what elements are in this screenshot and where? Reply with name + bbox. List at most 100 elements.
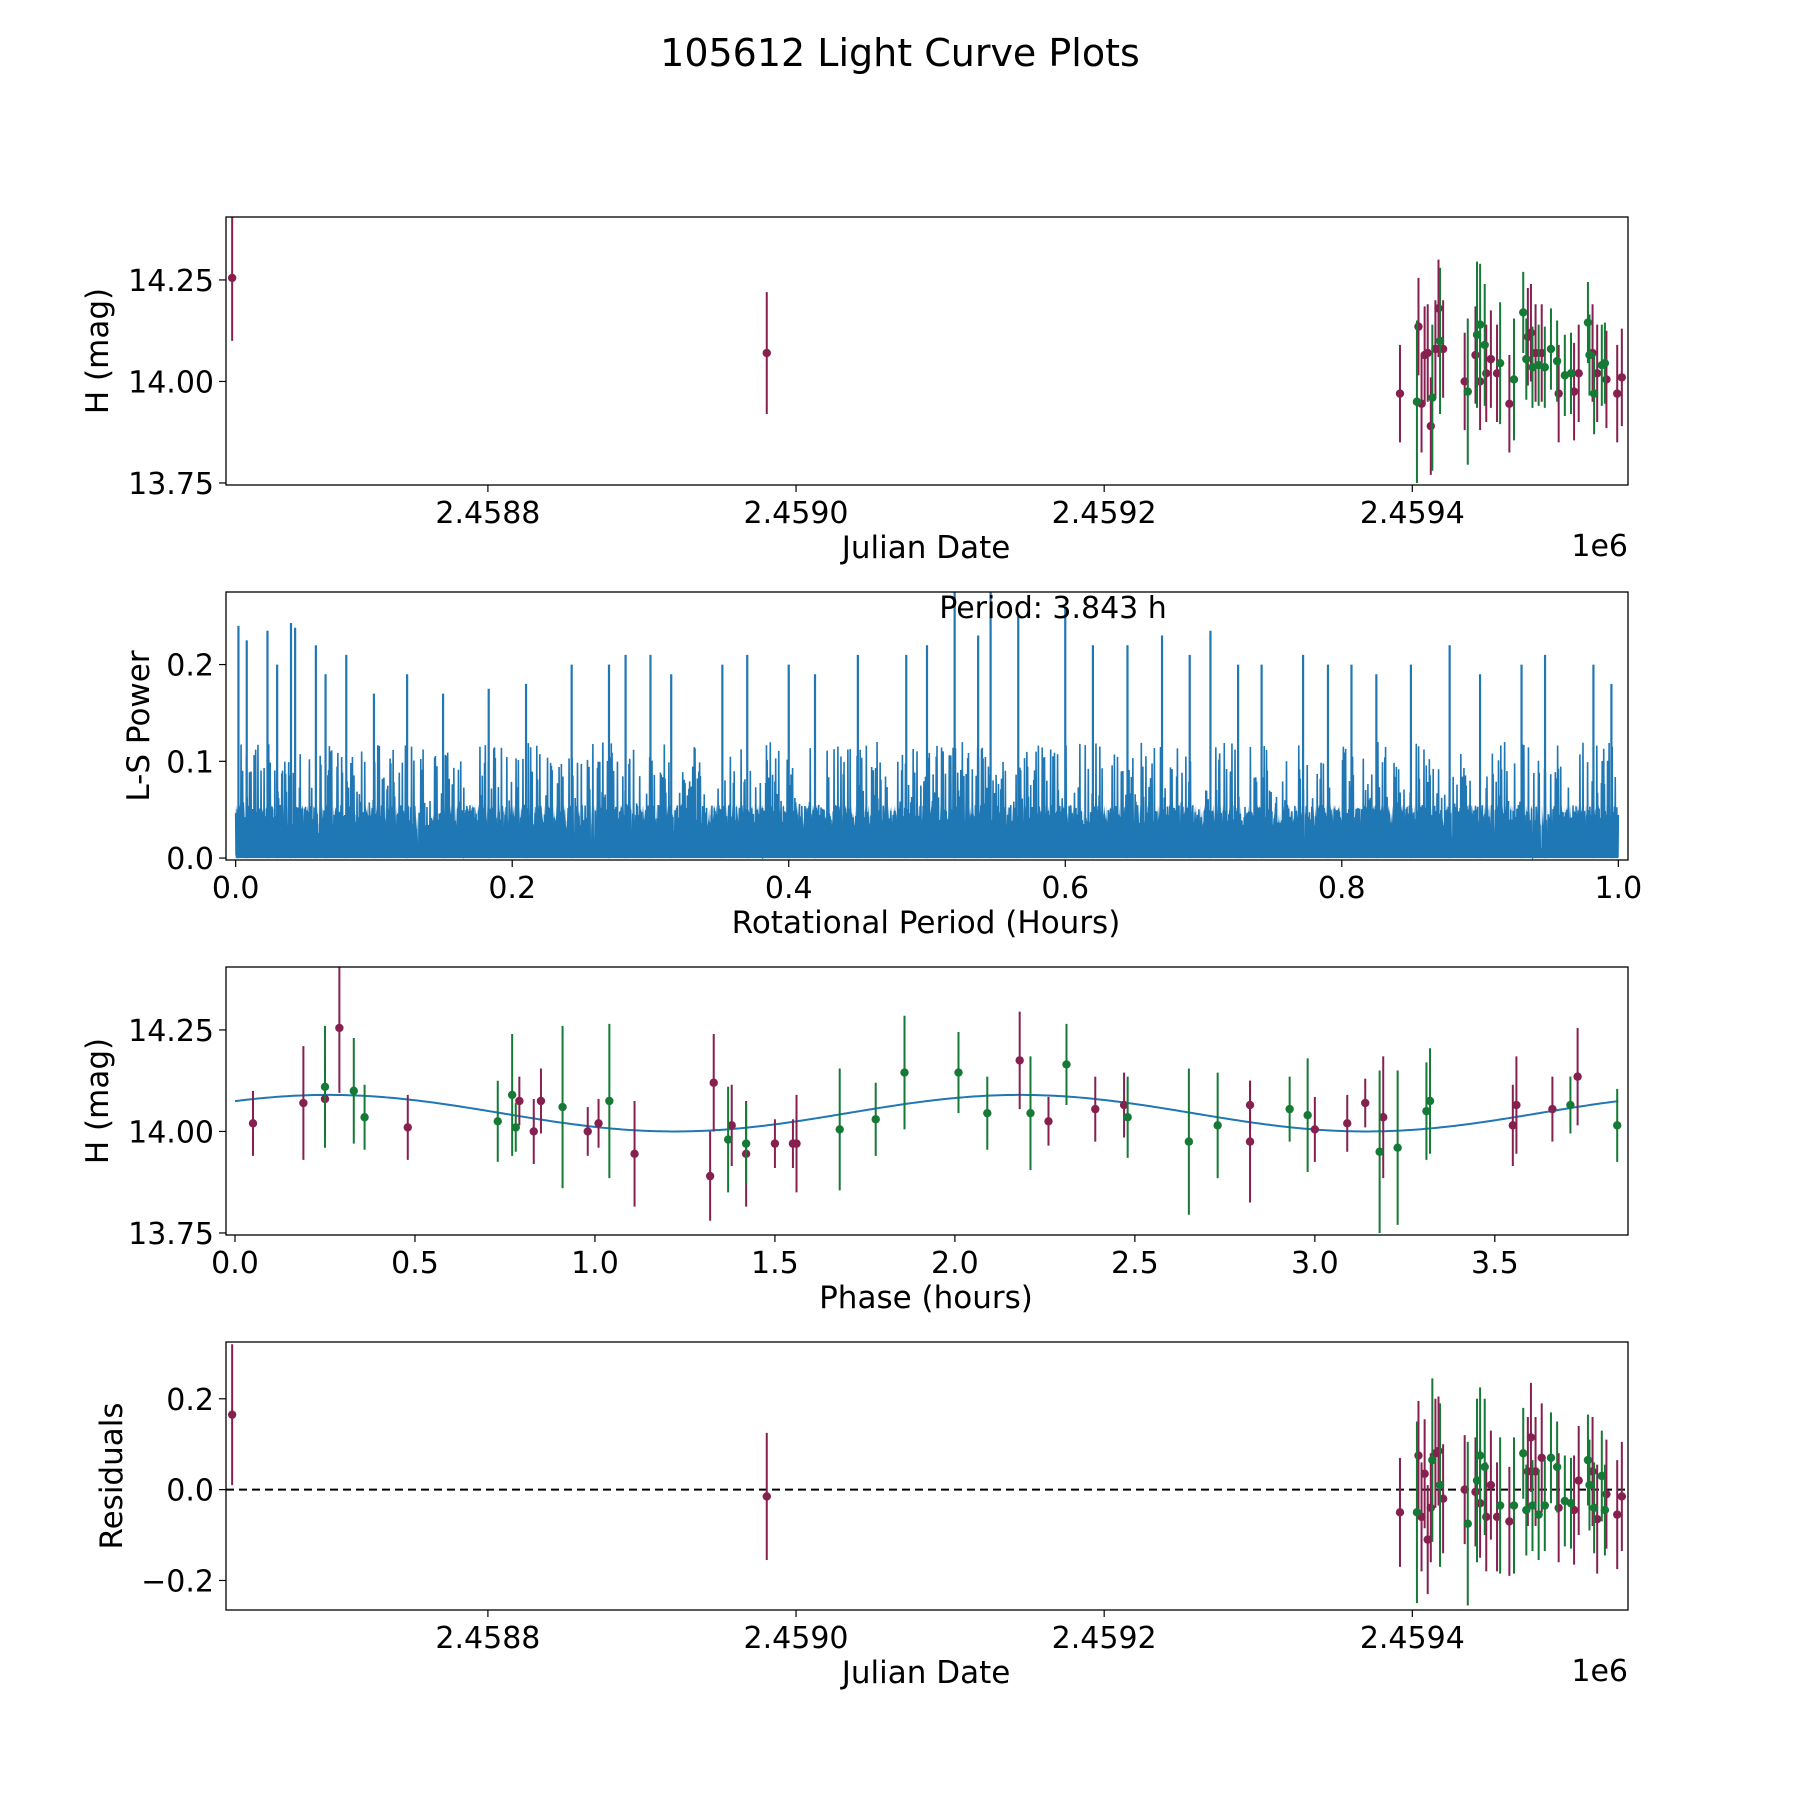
ytick-label: 14.25 [128, 1014, 214, 1049]
xtick-label: 1.0 [571, 1246, 619, 1281]
data-point-g [1425, 1096, 1435, 1106]
data-point-g [1435, 336, 1445, 346]
data-point-r [705, 1171, 715, 1181]
xtick-label: 3.0 [1291, 1246, 1339, 1281]
data-point-r [762, 1492, 771, 1501]
data-point-r [1379, 1113, 1388, 1122]
data-point-r [536, 1096, 546, 1106]
data-point-g [360, 1113, 369, 1122]
data-point-g [1566, 1499, 1576, 1508]
xtick-label: 0.4 [765, 871, 813, 906]
data-point-r [727, 1121, 736, 1130]
lightcurve-ylabel: H (mag) [80, 288, 116, 414]
xtick-label: 0.0 [212, 871, 260, 906]
data-point-g [1480, 340, 1489, 350]
xtick-label: 3.5 [1471, 1246, 1519, 1281]
data-point-r [1423, 348, 1432, 358]
data-point-r [1414, 1451, 1423, 1460]
ytick-label: 13.75 [128, 467, 214, 502]
ytick-label: 0.1 [166, 745, 214, 780]
periodogram-ticks: 0.0 0.2 0.4 0.6 0.8 1.0 0.0 0.1 0.2 [166, 649, 1642, 906]
data-point-r [248, 1119, 258, 1128]
data-point-g [558, 1102, 567, 1112]
phased-xlabel: Phase (hours) [819, 1280, 1033, 1316]
data-point-r [227, 273, 237, 283]
data-point-r [529, 1127, 538, 1136]
data-point-g [1589, 1503, 1599, 1512]
data-point-r [299, 1098, 308, 1108]
xtick-label: 2.4594 [1360, 496, 1465, 531]
data-point-r [1537, 1453, 1546, 1463]
data-point-g [954, 1068, 963, 1077]
data-point-r [1602, 1489, 1611, 1499]
lightcurve-axes-frame [225, 216, 1629, 486]
data-point-r [1613, 1510, 1622, 1519]
xtick-label: 2.4594 [1360, 1621, 1465, 1656]
xtick-label: 2.4588 [435, 496, 540, 531]
data-point-r [762, 348, 771, 358]
ytick-label: 0.0 [166, 842, 214, 877]
data-point-g [511, 1123, 520, 1132]
data-point-g [1552, 1462, 1562, 1472]
data-point-r [792, 1139, 801, 1148]
residuals-offset-label: 1e6 [1571, 1654, 1628, 1689]
xtick-label: 1.5 [751, 1246, 799, 1281]
data-point-g [1303, 1111, 1312, 1120]
data-point-g [1428, 393, 1437, 402]
residuals-ticks: 2.4588 2.4590 2.4592 2.4594 −0.2 0.0 0.2 [141, 1383, 1465, 1656]
data-point-g [1566, 369, 1576, 378]
data-point-r [227, 1410, 237, 1419]
data-point-r [335, 1023, 344, 1033]
phased-panel: 0.0 0.5 1.0 1.5 2.0 2.5 3.0 3.513.7514.0014.25 … [80, 966, 1629, 1316]
data-point-g [1546, 344, 1556, 354]
data-point-r [709, 1078, 718, 1087]
xtick-label: 2.4590 [744, 496, 849, 531]
figure-title: 105612 Light Curve Plots [660, 31, 1140, 75]
data-point-r [630, 1149, 639, 1158]
periodogram-ylabel: L-S Power [121, 650, 157, 801]
residuals-axes-frame [225, 1341, 1629, 1611]
data-point-g [1026, 1108, 1035, 1118]
data-point-r [583, 1127, 592, 1136]
data-point-g [1566, 1100, 1575, 1110]
data-point-g [1540, 1501, 1550, 1510]
data-point-r [1119, 1100, 1129, 1110]
data-point-r [1554, 1503, 1563, 1512]
data-point-g [1540, 363, 1550, 372]
data-point-g [1184, 1137, 1194, 1146]
phased-ticks: 0.0 0.5 1.0 1.5 2.0 2.5 3.0 3.5 13.75 14.00 14.25 [128, 1014, 1519, 1281]
data-point-r [1482, 369, 1491, 378]
data-point-g [493, 1117, 502, 1126]
data-point-r [1617, 373, 1627, 382]
data-point-g [1534, 1510, 1543, 1519]
data-point-g [1123, 1113, 1132, 1122]
ytick-label: 14.00 [128, 365, 214, 400]
data-point-r [1573, 1072, 1582, 1081]
ytick-label: 14.00 [128, 1115, 214, 1150]
data-point-r [1613, 389, 1622, 398]
data-point-g [1589, 389, 1599, 398]
data-point-r [1434, 304, 1443, 313]
data-point-g [871, 1115, 880, 1124]
data-point-g [1528, 1501, 1537, 1510]
period-annotation: Period: 3.843 h [939, 591, 1167, 626]
data-point-g [1393, 1143, 1402, 1152]
ytick-label: 0.0 [166, 1474, 214, 1509]
data-point-r [1310, 1125, 1320, 1134]
data-point-g [1463, 387, 1472, 396]
phased-marks [234, 967, 1622, 1233]
data-point-r [1505, 399, 1514, 408]
data-point-g [1062, 1060, 1071, 1069]
data-point-r [1602, 375, 1611, 384]
data-point-g [1495, 1501, 1505, 1510]
xtick-label: 2.4592 [1052, 1621, 1157, 1656]
data-point-r [1426, 1503, 1435, 1512]
xtick-label: 2.4588 [435, 1621, 540, 1656]
data-point-r [1361, 1098, 1370, 1108]
xtick-label: 0.6 [1041, 871, 1089, 906]
data-point-g [1546, 1453, 1556, 1463]
data-point-g [1613, 1121, 1622, 1130]
data-point-r [1091, 1104, 1100, 1114]
data-point-r [1526, 1433, 1536, 1442]
data-point-g [1213, 1121, 1222, 1130]
